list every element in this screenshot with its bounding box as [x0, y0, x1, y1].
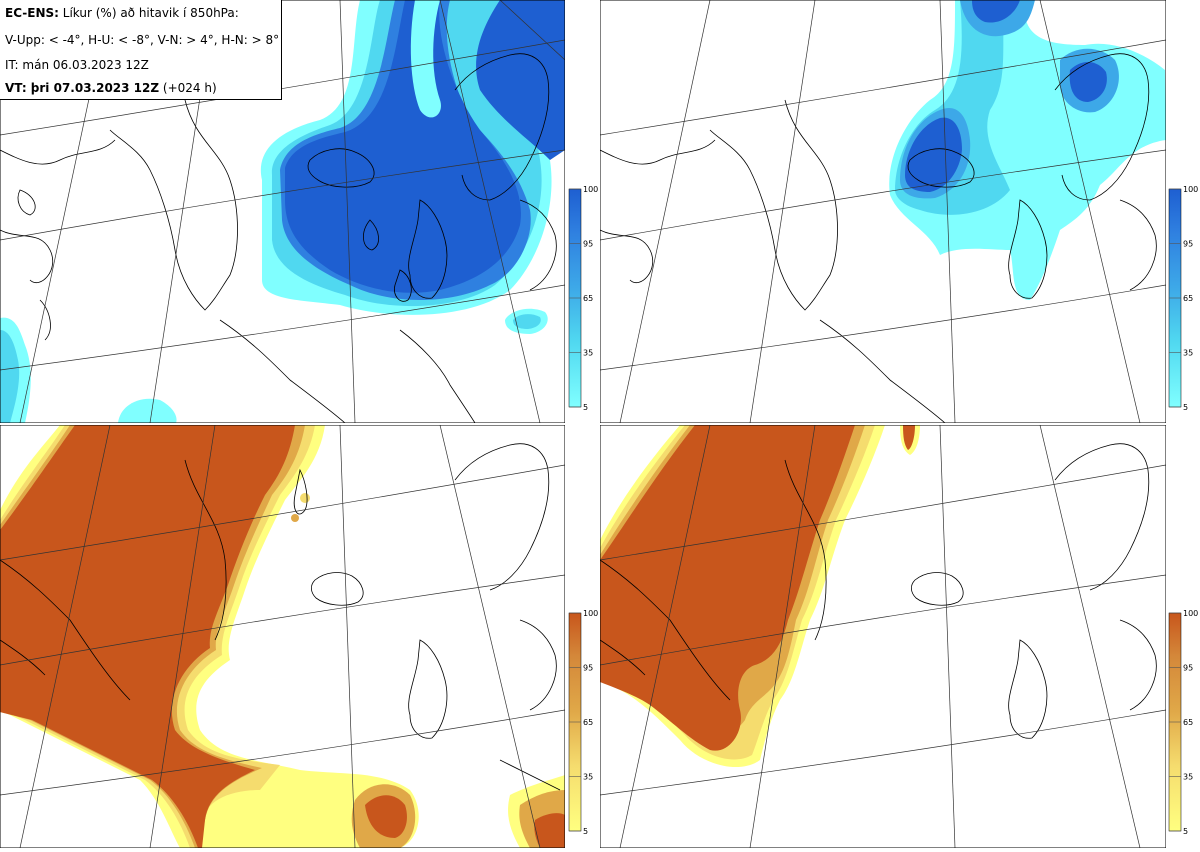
- colorbar-label-0-2: 65: [583, 294, 593, 303]
- colorbar-label-3-0: 100: [1183, 609, 1198, 618]
- graticule-tr: [600, 0, 1166, 423]
- colorbar-label-3-4: 5: [1183, 827, 1188, 836]
- panel-top-right: [600, 0, 1166, 423]
- forecast-info-box: EC-ENS: Líkur (%) að hitavik í 850hPa: V…: [0, 0, 282, 100]
- coastlines-bl: [0, 443, 561, 791]
- colorbar-label-0-3: 35: [583, 349, 593, 358]
- colorbar-label-0-4: 5: [583, 403, 588, 412]
- colorbar-label-1-2: 65: [1183, 294, 1193, 303]
- coastlines-tl: [0, 53, 557, 423]
- colorbar-label-1-3: 35: [1183, 349, 1193, 358]
- colorbar-label-1-0: 100: [1183, 185, 1198, 194]
- model-label: EC-ENS:: [5, 6, 59, 20]
- colorbar-label-3-3: 35: [1183, 773, 1193, 782]
- panel-bottom-left: [0, 425, 565, 848]
- colorbar-label-1-4: 5: [1183, 403, 1188, 412]
- panel-codes: V-Upp: < -4°, H-U: < -8°, V-N: > 4°, H-N…: [5, 33, 280, 47]
- colorbar-label-2-0: 100: [583, 609, 598, 618]
- colorbar-label-3-2: 65: [1183, 718, 1193, 727]
- colorbars: 100 95 65 35 5 100 95 65 35 5 100 95 65 35 5 100 95 65 35 5: [568, 185, 1198, 836]
- header-line-1: EC-ENS: Líkur (%) að hitavik í 850hPa:: [5, 6, 239, 20]
- colorbar-label-0-1: 95: [583, 240, 593, 249]
- graticule-br: [600, 425, 1166, 848]
- colorbar-label-2-3: 35: [583, 773, 593, 782]
- graticule-bl: [0, 425, 565, 848]
- description: Líkur (%) að hitavik í 850hPa:: [62, 6, 239, 20]
- colorbar-label-3-1: 95: [1183, 664, 1193, 673]
- probability-shading-tr: [889, 0, 1166, 300]
- coastlines-tr: [600, 53, 1157, 423]
- valid-time: VT: þri 07.03.2023 12Z: [5, 81, 160, 95]
- coastlines-br: [600, 443, 1157, 739]
- panel-top-left: [0, 0, 565, 423]
- colorbar-label-2-4: 5: [583, 827, 588, 836]
- panel-bottom-right: [600, 425, 1166, 848]
- probability-shading-tl: [0, 0, 565, 423]
- colorbar-label-2-2: 65: [583, 718, 593, 727]
- probability-shading-bl: [0, 425, 565, 848]
- lead-time: (+024 h): [162, 81, 217, 95]
- header-line-4: VT: þri 07.03.2023 12Z (+024 h): [5, 81, 217, 95]
- colorbar-label-2-1: 95: [583, 664, 593, 673]
- colorbar-label-1-1: 95: [1183, 240, 1193, 249]
- initial-time: IT: mán 06.03.2023 12Z: [5, 58, 149, 72]
- colorbar-label-0-0: 100: [583, 185, 598, 194]
